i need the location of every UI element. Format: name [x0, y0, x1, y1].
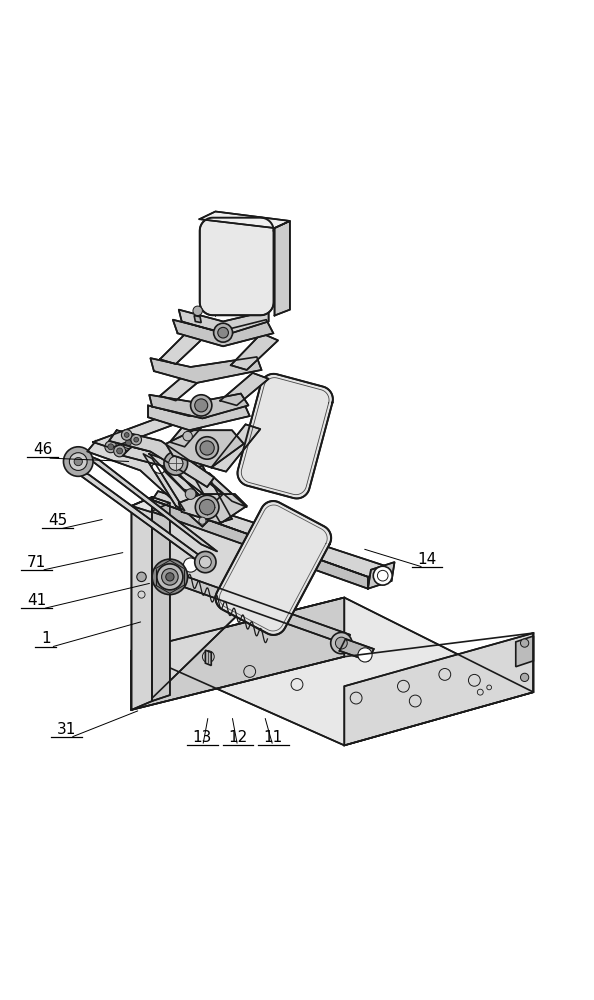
Polygon shape — [149, 394, 248, 418]
Polygon shape — [274, 221, 290, 316]
Text: 45: 45 — [48, 513, 67, 528]
Circle shape — [196, 437, 219, 459]
Circle shape — [108, 444, 113, 450]
Text: 31: 31 — [57, 722, 76, 737]
Circle shape — [122, 437, 134, 449]
Polygon shape — [216, 501, 331, 635]
Polygon shape — [170, 407, 214, 447]
Circle shape — [193, 306, 203, 316]
Polygon shape — [131, 598, 533, 745]
Circle shape — [214, 323, 233, 342]
Circle shape — [218, 327, 229, 338]
Polygon shape — [160, 369, 207, 401]
Polygon shape — [87, 441, 211, 527]
Polygon shape — [200, 211, 290, 228]
Polygon shape — [152, 497, 170, 701]
Polygon shape — [152, 500, 368, 589]
Text: 14: 14 — [418, 552, 437, 567]
Polygon shape — [516, 636, 533, 667]
Polygon shape — [167, 564, 176, 581]
Circle shape — [131, 434, 141, 445]
Polygon shape — [69, 467, 214, 566]
Circle shape — [124, 433, 129, 437]
Polygon shape — [211, 424, 260, 472]
Text: 11: 11 — [264, 730, 283, 745]
Polygon shape — [200, 218, 274, 315]
Text: 13: 13 — [192, 730, 212, 745]
Circle shape — [336, 637, 347, 649]
Polygon shape — [131, 598, 345, 710]
Circle shape — [121, 430, 132, 440]
Polygon shape — [231, 333, 278, 370]
Text: 46: 46 — [33, 442, 52, 457]
Polygon shape — [131, 497, 152, 710]
Circle shape — [105, 441, 116, 453]
Circle shape — [64, 447, 93, 476]
Polygon shape — [149, 454, 200, 495]
Circle shape — [191, 395, 212, 416]
Circle shape — [358, 648, 372, 662]
Polygon shape — [131, 497, 170, 512]
Circle shape — [134, 437, 138, 442]
Polygon shape — [179, 310, 268, 334]
Circle shape — [520, 639, 529, 647]
Polygon shape — [152, 497, 255, 698]
Circle shape — [520, 673, 529, 682]
Circle shape — [331, 632, 352, 654]
Circle shape — [198, 401, 210, 413]
Circle shape — [169, 456, 183, 470]
Polygon shape — [189, 466, 232, 522]
Circle shape — [166, 573, 174, 581]
Polygon shape — [340, 639, 374, 661]
Circle shape — [373, 566, 392, 585]
Polygon shape — [206, 650, 211, 666]
Polygon shape — [179, 494, 247, 524]
Polygon shape — [160, 329, 207, 364]
Polygon shape — [194, 467, 247, 507]
Polygon shape — [345, 633, 533, 745]
Polygon shape — [152, 491, 391, 577]
Circle shape — [137, 572, 146, 582]
Circle shape — [183, 431, 192, 441]
Circle shape — [184, 558, 198, 572]
Circle shape — [157, 564, 183, 590]
Circle shape — [193, 397, 214, 418]
Polygon shape — [122, 447, 223, 502]
Polygon shape — [150, 357, 261, 383]
Polygon shape — [143, 454, 185, 511]
Circle shape — [116, 448, 122, 454]
Circle shape — [164, 452, 188, 475]
Circle shape — [125, 440, 131, 446]
Polygon shape — [194, 316, 201, 323]
Circle shape — [74, 457, 83, 466]
Polygon shape — [238, 374, 333, 498]
Polygon shape — [167, 573, 350, 643]
Text: 71: 71 — [27, 555, 46, 570]
Circle shape — [199, 517, 206, 524]
Polygon shape — [93, 404, 213, 448]
Polygon shape — [173, 320, 273, 346]
Text: 12: 12 — [228, 730, 248, 745]
Circle shape — [195, 399, 208, 412]
Polygon shape — [166, 430, 244, 467]
Circle shape — [200, 556, 211, 568]
Polygon shape — [109, 430, 214, 487]
Polygon shape — [368, 562, 394, 589]
Text: 41: 41 — [27, 593, 46, 608]
Circle shape — [200, 441, 214, 455]
Circle shape — [200, 499, 215, 515]
Circle shape — [69, 453, 87, 470]
Circle shape — [195, 551, 216, 573]
Polygon shape — [220, 373, 268, 405]
Polygon shape — [81, 453, 217, 551]
Circle shape — [185, 489, 196, 499]
Circle shape — [195, 495, 219, 519]
Circle shape — [152, 559, 188, 595]
Text: 1: 1 — [41, 631, 50, 646]
Ellipse shape — [152, 464, 164, 473]
Circle shape — [113, 445, 125, 457]
Circle shape — [162, 569, 178, 585]
Polygon shape — [148, 405, 249, 430]
